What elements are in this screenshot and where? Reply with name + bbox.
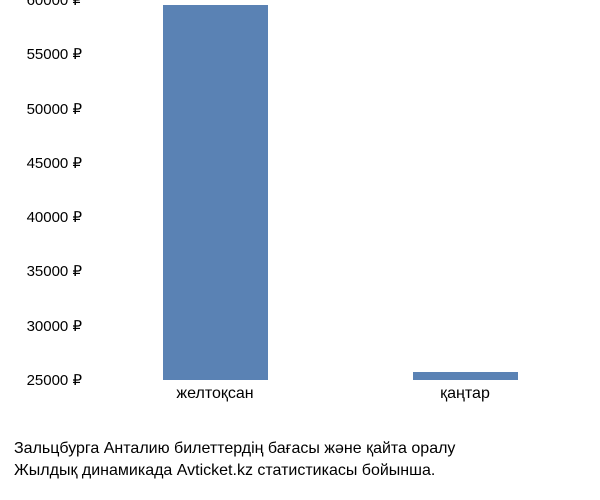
y-tick-label: 25000 ₽ [27,371,82,389]
price-chart: 25000 ₽ 30000 ₽ 35000 ₽ 40000 ₽ 45000 ₽ 50000… [0,0,600,420]
chart-caption: Зальцбурга Анталию билеттердің бағасы жә… [14,438,594,483]
y-tick-label: 45000 ₽ [27,154,82,172]
y-axis: 25000 ₽30000 ₽35000 ₽40000 ₽45000 ₽50000… [0,0,90,380]
y-tick-label: 60000 ₽ [27,0,82,9]
y-tick-label: 40000 ₽ [27,208,82,226]
y-tick-label: 55000 ₽ [27,45,82,63]
y-tick-label: 30000 ₽ [27,317,82,335]
caption-line-1: Зальцбурга Анталию билеттердің бағасы жә… [14,438,594,460]
caption-line-2: Жылдық динамикада Avticket.kz статистика… [14,460,594,482]
bar [413,372,518,380]
y-tick-label: 50000 ₽ [27,100,82,118]
x-tick-label: желтоқсан [176,385,253,403]
x-tick-label: қаңтар [440,385,490,403]
y-tick-label: 35000 ₽ [27,262,82,280]
plot-area [90,0,590,380]
bar [163,5,268,380]
x-axis: желтоқсан қаңтар [90,385,590,415]
